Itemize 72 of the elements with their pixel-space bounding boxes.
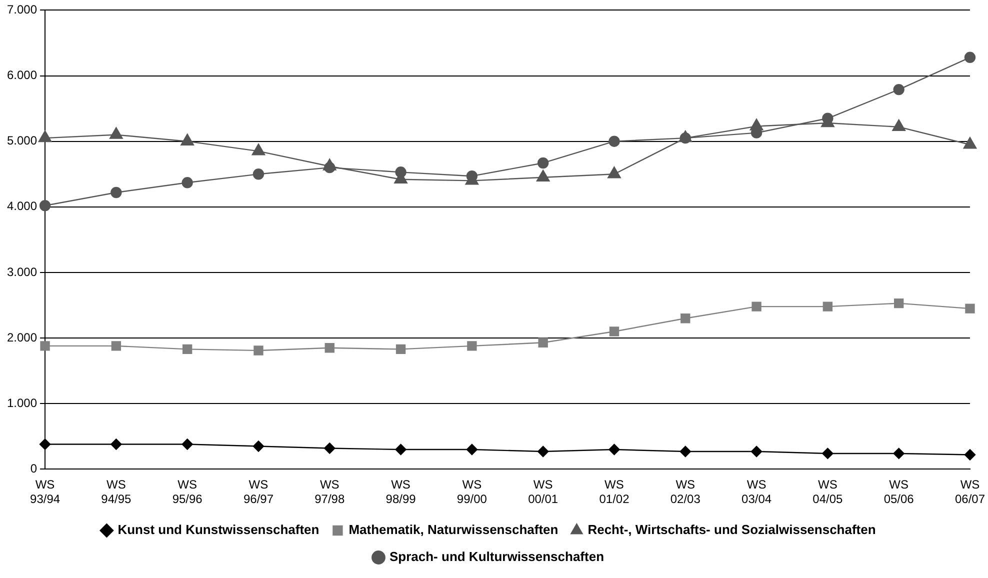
x-tick-label: WS 97/98 bbox=[314, 478, 345, 506]
point bbox=[38, 130, 52, 142]
point bbox=[182, 177, 193, 188]
point bbox=[40, 341, 50, 351]
legend-label: Mathematik, Naturwissenschaften bbox=[348, 522, 558, 538]
y-tick-label: 0 bbox=[30, 462, 38, 476]
point bbox=[466, 444, 478, 456]
point bbox=[252, 440, 264, 452]
point bbox=[752, 302, 762, 312]
point bbox=[110, 438, 122, 450]
y-tick-label: 3.000 bbox=[7, 264, 38, 279]
point bbox=[252, 144, 266, 156]
y-tick-label: 7.000 bbox=[7, 2, 38, 17]
x-tick-label: WS 06/07 bbox=[954, 478, 986, 506]
point bbox=[324, 343, 334, 353]
point bbox=[110, 127, 123, 139]
point bbox=[609, 326, 620, 336]
point bbox=[180, 134, 194, 146]
point bbox=[964, 52, 976, 64]
point bbox=[39, 200, 51, 212]
legend-label: Sprach- und Kulturwissenschaften bbox=[389, 549, 604, 564]
y-tick-label: 2.000 bbox=[7, 330, 38, 344]
point bbox=[680, 446, 691, 458]
x-tick-label: WS 05/06 bbox=[884, 478, 914, 506]
x-tick-label: WS 01/02 bbox=[599, 478, 630, 506]
x-tick-label: WS 00/01 bbox=[528, 478, 558, 506]
point bbox=[963, 137, 977, 149]
point bbox=[39, 438, 51, 450]
x-tick-label: WS 98/99 bbox=[386, 478, 416, 506]
point bbox=[893, 448, 904, 460]
point bbox=[964, 449, 976, 460]
x-tick-label: WS 03/04 bbox=[742, 478, 772, 506]
y-tick-label: 4.000 bbox=[7, 199, 38, 214]
point bbox=[536, 170, 550, 182]
point bbox=[608, 166, 621, 178]
point bbox=[608, 444, 620, 456]
point bbox=[537, 446, 549, 458]
x-tick-label: WS 96/97 bbox=[243, 478, 274, 506]
point bbox=[537, 157, 549, 169]
point bbox=[322, 158, 336, 170]
point bbox=[893, 84, 904, 96]
point bbox=[538, 338, 548, 348]
point bbox=[395, 444, 406, 456]
legend-label: Kunst und Kunstwissenschaften bbox=[118, 522, 320, 538]
x-tick-label: WS 93/94 bbox=[30, 478, 60, 506]
point bbox=[822, 448, 834, 460]
point bbox=[822, 302, 833, 312]
y-tick-label: 5.000 bbox=[7, 134, 38, 148]
point bbox=[182, 344, 192, 354]
point bbox=[396, 344, 406, 354]
x-tick-label: WS 94/95 bbox=[101, 478, 132, 506]
point bbox=[965, 304, 975, 314]
point bbox=[182, 438, 193, 450]
y-tick-label: 6.000 bbox=[7, 68, 38, 82]
point bbox=[324, 442, 336, 454]
point bbox=[894, 298, 904, 308]
point bbox=[111, 341, 122, 351]
point bbox=[750, 446, 762, 458]
y-tick-label: 1.000 bbox=[7, 396, 38, 410]
x-tick-label: WS 95/96 bbox=[172, 478, 203, 506]
point bbox=[608, 136, 620, 147]
point bbox=[892, 119, 906, 132]
point bbox=[467, 341, 477, 351]
legend-label: Recht-, Wirtschafts- und Sozialwissenschaften bbox=[588, 522, 876, 538]
point bbox=[110, 186, 122, 198]
x-tick-label: WS 02/03 bbox=[670, 478, 701, 506]
point bbox=[680, 314, 690, 324]
point bbox=[750, 118, 764, 130]
x-tick-label: WS 04/05 bbox=[812, 478, 844, 506]
x-tick-label: WS 99/00 bbox=[456, 478, 488, 506]
point bbox=[254, 346, 264, 356]
point bbox=[252, 168, 264, 180]
